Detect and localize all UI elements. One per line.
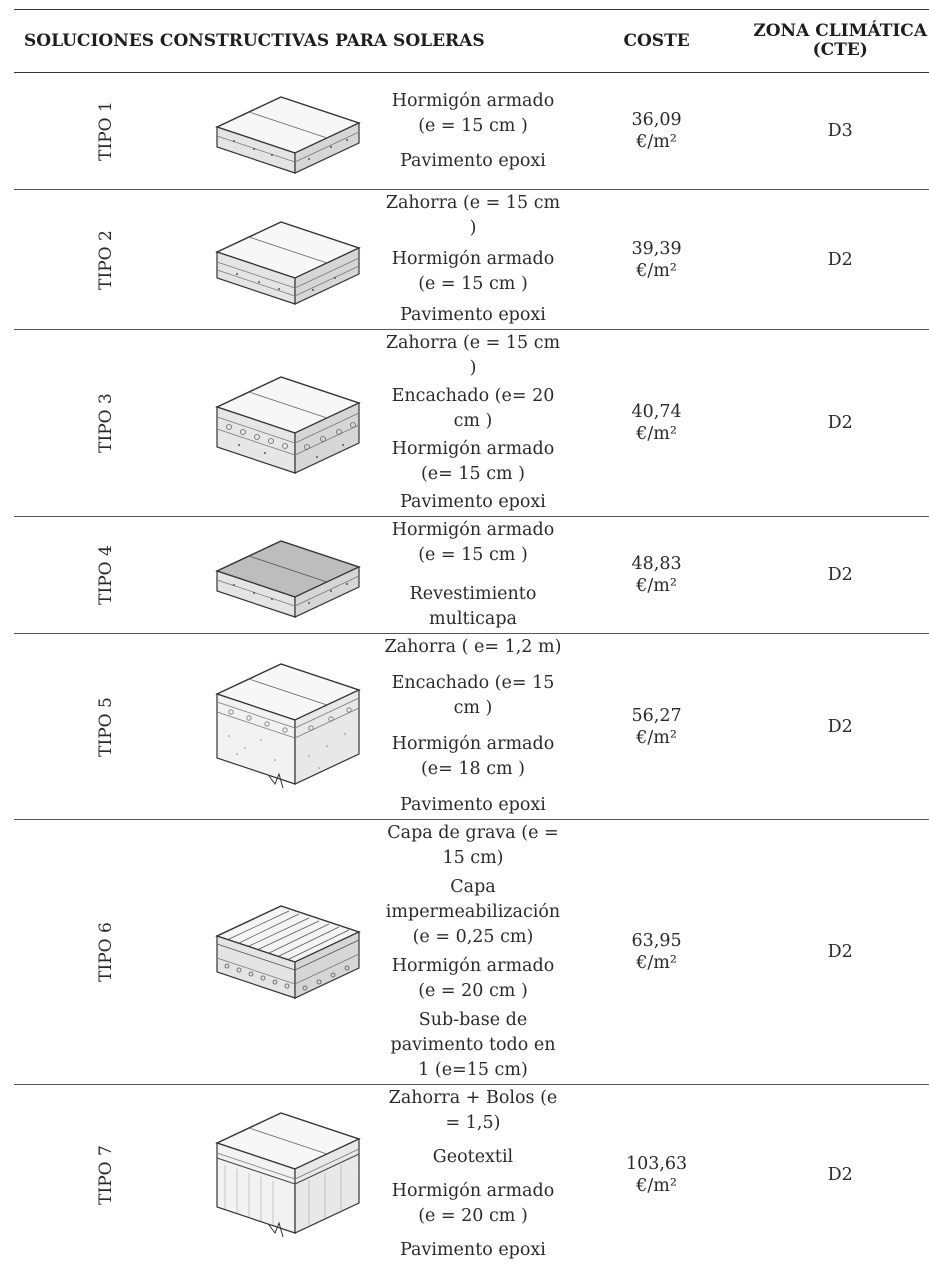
layer-text: Capa impermeabilización (e = 0,25 cm) bbox=[382, 875, 564, 950]
layer-text: Hormigón armado (e = 15 cm ) bbox=[382, 247, 564, 297]
page: SOLUCIONES CONSTRUCTIVAS PARA SOLERAS CO… bbox=[0, 0, 929, 1049]
slab-section-drawing bbox=[209, 1105, 369, 1245]
layer-text: Sub-base de pavimento todo en 1 (e=15 cm… bbox=[382, 1008, 564, 1083]
layer-text: Hormigón armado (e = 15 cm ) bbox=[382, 89, 564, 139]
zone-value: D2 bbox=[748, 517, 929, 634]
layer-text: Geotextil bbox=[382, 1145, 564, 1170]
zone-value: D2 bbox=[748, 190, 929, 330]
layer-text: Pavimento epoxi bbox=[382, 490, 564, 515]
layer-text: Hormigón armado (e = 20 cm ) bbox=[382, 1179, 564, 1229]
header-zone: ZONA CLIMÁTICA (CTE) bbox=[748, 10, 929, 73]
layer-text: Hormigón armado (e = 15 cm ) bbox=[382, 518, 564, 568]
table-row: TIPO 5 Zahorra ( e= 1,2 m) bbox=[14, 634, 929, 820]
layer-text: Pavimento epoxi bbox=[382, 1238, 564, 1263]
cost-value: 48,83 bbox=[632, 554, 682, 574]
zone-value: D2 bbox=[748, 634, 929, 820]
slab-section-drawing bbox=[209, 656, 369, 798]
table-row: TIPO 7 Zahorra + Bo bbox=[14, 1085, 929, 1265]
row-label: TIPO 2 bbox=[96, 168, 116, 352]
slab-section-drawing bbox=[209, 367, 369, 479]
row-label: TIPO 7 bbox=[96, 1083, 116, 1266]
slab-section-drawing bbox=[209, 212, 369, 308]
cost-unit: €/m² bbox=[636, 424, 677, 444]
table-row: TIPO 4 Hormigón armado (e = 15 cm ) Reve… bbox=[14, 517, 929, 634]
zone-value: D3 bbox=[748, 73, 929, 190]
zone-value: D2 bbox=[748, 330, 929, 517]
layer-text: Capa de grava (e = 15 cm) bbox=[382, 821, 564, 871]
layer-text: Hormigón armado (e= 15 cm ) bbox=[382, 437, 564, 487]
layer-text: Pavimento epoxi bbox=[382, 303, 564, 328]
layer-text: Zahorra ( e= 1,2 m) bbox=[382, 635, 564, 660]
table-row: TIPO 6 Capa de grava (e = 15 c bbox=[14, 820, 929, 1085]
cost-unit: €/m² bbox=[636, 1176, 677, 1196]
layer-text: Encachado (e= 20 cm ) bbox=[382, 384, 564, 434]
cost-value: 103,63 bbox=[626, 1154, 687, 1174]
table-row: TIPO 2 Zahorra (e = 15 cm ) Hormigón arm… bbox=[14, 190, 929, 330]
cost-unit: €/m² bbox=[636, 953, 677, 973]
slab-section-drawing bbox=[209, 85, 369, 177]
header-row: SOLUCIONES CONSTRUCTIVAS PARA SOLERAS CO… bbox=[14, 10, 929, 73]
cost-value: 36,09 bbox=[632, 110, 682, 130]
layer-text: Zahorra (e = 15 cm ) bbox=[382, 191, 564, 241]
cost-unit: €/m² bbox=[636, 132, 677, 152]
cost-unit: €/m² bbox=[636, 576, 677, 596]
layer-text: Hormigón armado (e = 20 cm ) bbox=[382, 954, 564, 1004]
table-row: TIPO 3 Zahorra (e = 15 cm ) Encacha bbox=[14, 330, 929, 517]
row-label: TIPO 5 bbox=[96, 635, 116, 819]
layer-text: Zahorra (e = 15 cm ) bbox=[382, 331, 564, 381]
cost-value: 63,95 bbox=[632, 931, 682, 951]
zone-value: D2 bbox=[748, 820, 929, 1085]
row-label: TIPO 6 bbox=[96, 860, 116, 1044]
cost-unit: €/m² bbox=[636, 261, 677, 281]
layer-text: Pavimento epoxi bbox=[382, 149, 564, 174]
layer-text: Zahorra + Bolos (e = 1,5) bbox=[382, 1086, 564, 1136]
slab-section-drawing bbox=[209, 896, 369, 1008]
layer-text: Revestimiento multicapa bbox=[382, 582, 564, 632]
layer-text: Hormigón armado (e= 18 cm ) bbox=[382, 732, 564, 782]
soleras-table: SOLUCIONES CONSTRUCTIVAS PARA SOLERAS CO… bbox=[14, 9, 929, 1264]
layer-text: Encachado (e= 15 cm ) bbox=[382, 671, 564, 721]
cost-unit: €/m² bbox=[636, 728, 677, 748]
header-cost: COSTE bbox=[565, 10, 749, 73]
cost-value: 39,39 bbox=[632, 239, 682, 259]
layer-text: Pavimento epoxi bbox=[382, 793, 564, 818]
cost-value: 56,27 bbox=[632, 706, 682, 726]
zone-value: D2 bbox=[748, 1085, 929, 1265]
cost-value: 40,74 bbox=[632, 402, 682, 422]
table-row: TIPO 1 Hormigón armado (e = 15 cm ) Pavi… bbox=[14, 73, 929, 190]
slab-section-drawing bbox=[209, 529, 369, 621]
